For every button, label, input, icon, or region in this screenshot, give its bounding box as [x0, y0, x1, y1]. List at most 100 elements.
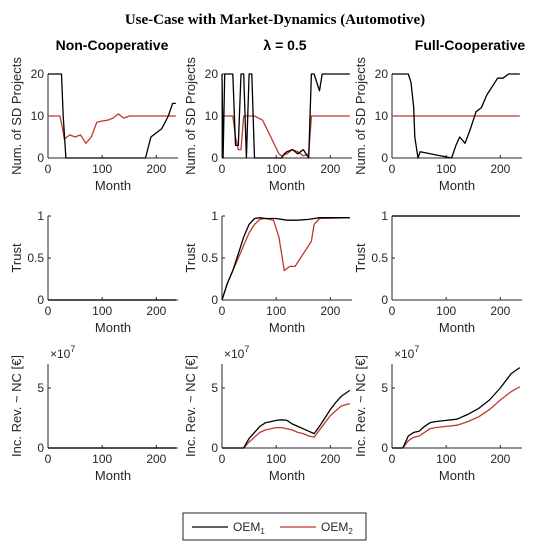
subplot-l05-trust: 0 100 200 0 0.5 1 Month Trust — [183, 209, 352, 335]
scale-exponent: ×107 — [394, 344, 419, 361]
y-tick-label: 10 — [205, 109, 219, 123]
x-tick-label: 0 — [389, 452, 396, 466]
subplot-nc-trust: 0 100 200 0 0.5 1 Month Trust — [9, 209, 178, 335]
subplot-nc-revenue: 0 100 200 0 5 Month Inc. Rev. ~ NC [€] ×107 — [9, 344, 178, 483]
legend-label-oem2: OEM2 — [321, 520, 353, 536]
y-tick-label: 0 — [211, 441, 218, 455]
subplot-nc-projects: 0 100 200 0 10 20 Month Num. of SD Projects — [9, 57, 178, 193]
y-tick-label: 0 — [37, 441, 44, 455]
y-tick-label: 5 — [37, 381, 44, 395]
series-line-oem1 — [221, 217, 350, 301]
x-tick-label: 100 — [92, 452, 112, 466]
x-tick-label: 0 — [219, 304, 226, 318]
series-line-oem2 — [392, 386, 521, 449]
x-tick-label: 100 — [436, 162, 456, 176]
y-tick-label: 0.5 — [27, 251, 44, 265]
x-tick-label: 100 — [436, 452, 456, 466]
y-tick-label: 5 — [211, 381, 218, 395]
y-axis-label: Num. of SD Projects — [353, 57, 368, 175]
x-axis-label: Month — [95, 468, 131, 483]
y-tick-label: 20 — [205, 67, 219, 81]
y-axis-label: Inc. Rev. ~ NC [€] — [183, 355, 198, 457]
figure-title: Use-Case with Market-Dynamics (Automotiv… — [125, 12, 425, 28]
x-tick-label: 100 — [92, 162, 112, 176]
y-tick-label: 10 — [31, 109, 45, 123]
y-tick-label: 0 — [211, 151, 218, 165]
x-tick-label: 100 — [266, 162, 286, 176]
y-tick-label: 0 — [381, 293, 388, 307]
y-tick-label: 0 — [381, 151, 388, 165]
x-tick-label: 0 — [389, 304, 396, 318]
y-tick-label: 20 — [375, 67, 389, 81]
subplot-l05-revenue: 0 100 200 0 5 Month Inc. Rev. ~ NC [€] ×107 — [183, 344, 352, 483]
series-line-oem1 — [392, 73, 520, 159]
x-tick-label: 0 — [45, 452, 52, 466]
column-title-full-cooperative: Full-Cooperative — [415, 37, 526, 53]
y-axis-label: Trust — [353, 243, 368, 273]
series-line-oem1 — [221, 73, 350, 159]
y-axis-label: Trust — [9, 243, 24, 273]
y-tick-label: 0.5 — [201, 251, 218, 265]
x-axis-label: Month — [439, 178, 475, 193]
y-axis-label: Inc. Rev. ~ NC [€] — [9, 355, 24, 457]
x-tick-label: 200 — [490, 304, 510, 318]
x-tick-label: 0 — [45, 162, 52, 176]
column-title-non-cooperative: Non-Cooperative — [56, 37, 169, 53]
x-axis-label: Month — [95, 178, 131, 193]
x-tick-label: 0 — [219, 162, 226, 176]
series-line-oem2 — [222, 402, 350, 449]
x-tick-label: 0 — [45, 304, 52, 318]
x-tick-label: 200 — [490, 452, 510, 466]
legend-label-oem1: OEM1 — [233, 520, 265, 536]
x-tick-label: 100 — [266, 452, 286, 466]
y-axis-label: Trust — [183, 243, 198, 273]
x-tick-label: 100 — [92, 304, 112, 318]
x-tick-label: 0 — [219, 452, 226, 466]
y-axis-label: Inc. Rev. ~ NC [€] — [353, 355, 368, 457]
y-tick-label: 1 — [211, 209, 218, 223]
series-line-oem2 — [222, 115, 350, 157]
scale-exponent: ×107 — [50, 344, 75, 361]
scale-exponent: ×107 — [224, 344, 249, 361]
legend: OEM1 OEM2 — [182, 512, 367, 541]
legend-box — [182, 512, 367, 541]
x-axis-label: Month — [439, 320, 475, 335]
y-tick-label: 5 — [381, 381, 388, 395]
x-tick-label: 200 — [490, 162, 510, 176]
x-axis-label: Month — [439, 468, 475, 483]
x-tick-label: 100 — [436, 304, 456, 318]
column-title-lambda: λ = 0.5 — [263, 37, 306, 53]
series-line-oem2 — [221, 217, 350, 301]
series-line-oem1 — [222, 389, 351, 449]
y-axis-label: Num. of SD Projects — [183, 57, 198, 175]
y-tick-label: 0 — [381, 441, 388, 455]
x-tick-label: 200 — [146, 304, 166, 318]
series-line-oem2 — [48, 113, 176, 144]
x-tick-label: 100 — [266, 304, 286, 318]
y-tick-label: 0 — [37, 151, 44, 165]
y-tick-label: 0 — [211, 293, 218, 307]
y-tick-label: 20 — [31, 67, 45, 81]
y-tick-label: 1 — [37, 209, 44, 223]
series-line-oem1 — [392, 367, 521, 449]
x-axis-label: Month — [269, 468, 305, 483]
x-tick-label: 200 — [146, 452, 166, 466]
y-tick-label: 10 — [375, 109, 389, 123]
x-tick-label: 200 — [146, 162, 166, 176]
y-tick-label: 0 — [37, 293, 44, 307]
series-line-oem1 — [48, 73, 176, 159]
y-tick-label: 0.5 — [371, 251, 388, 265]
x-axis-label: Month — [269, 178, 305, 193]
x-tick-label: 200 — [320, 304, 340, 318]
subplot-fc-projects: 0 100 200 0 10 20 Month Num. of SD Projects — [353, 57, 522, 193]
subplot-l05-projects: 0 100 200 0 10 20 Month Num. of SD Projects — [183, 57, 352, 193]
subplot-fc-trust: 0 100 200 0 0.5 1 Month Trust — [353, 209, 522, 335]
x-tick-label: 200 — [320, 452, 340, 466]
x-tick-label: 200 — [320, 162, 340, 176]
y-tick-label: 1 — [381, 209, 388, 223]
y-axis-label: Num. of SD Projects — [9, 57, 24, 175]
subplot-fc-revenue: 0 100 200 0 5 Month Inc. Rev. ~ NC [€] ×107 — [353, 344, 522, 483]
x-axis-label: Month — [95, 320, 131, 335]
